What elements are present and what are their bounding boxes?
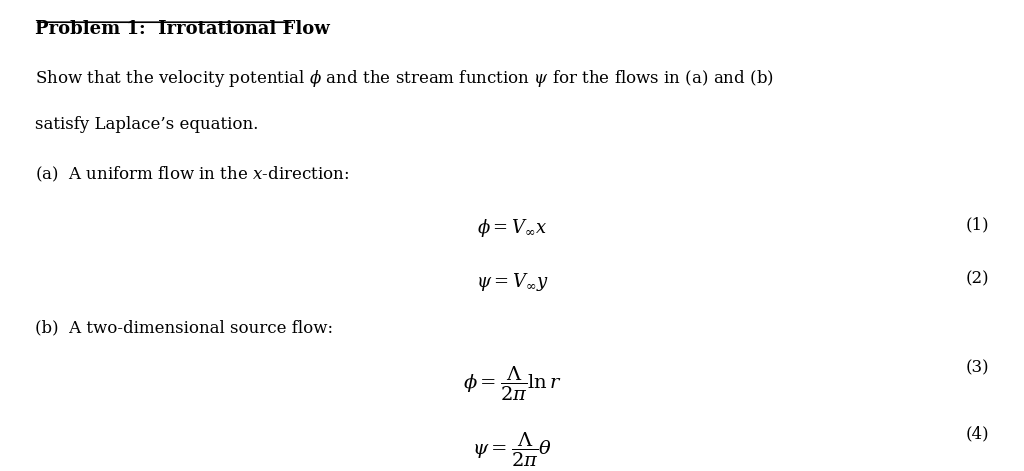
- Text: (2): (2): [966, 271, 989, 288]
- Text: Show that the velocity potential $\phi$ and the stream function $\psi$ for the f: Show that the velocity potential $\phi$ …: [35, 68, 773, 89]
- Text: $\psi = V_{\infty}y$: $\psi = V_{\infty}y$: [476, 271, 548, 293]
- Text: $\phi = \dfrac{\Lambda}{2\pi} \ln r$: $\phi = \dfrac{\Lambda}{2\pi} \ln r$: [463, 365, 561, 403]
- Text: (3): (3): [966, 359, 989, 376]
- Text: (b)  A two-dimensional source flow:: (b) A two-dimensional source flow:: [35, 319, 333, 336]
- Text: $\psi = \dfrac{\Lambda}{2\pi}\theta$: $\psi = \dfrac{\Lambda}{2\pi}\theta$: [472, 431, 552, 469]
- Text: satisfy Laplace’s equation.: satisfy Laplace’s equation.: [35, 116, 258, 133]
- Text: (4): (4): [966, 425, 989, 442]
- Text: $\phi = V_{\infty}x$: $\phi = V_{\infty}x$: [477, 217, 547, 239]
- Text: (a)  A uniform flow in the $x$-direction:: (a) A uniform flow in the $x$-direction:: [35, 164, 349, 184]
- Text: Problem 1:  Irrotational Flow: Problem 1: Irrotational Flow: [35, 20, 330, 38]
- Text: (1): (1): [966, 217, 989, 234]
